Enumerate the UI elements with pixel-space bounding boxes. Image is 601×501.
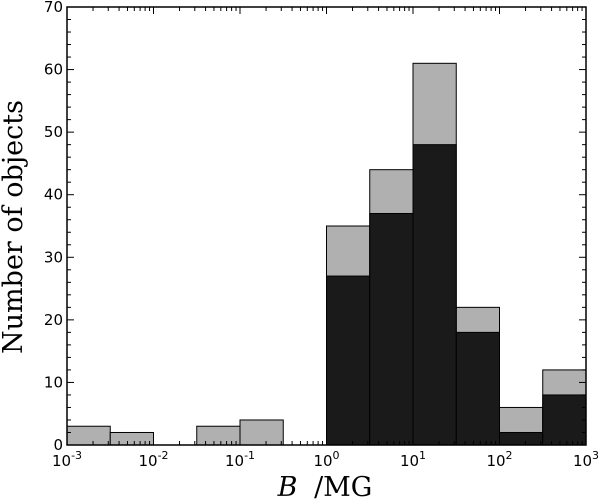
x-axis-variable: B	[277, 472, 298, 501]
y-tick-label: 30	[44, 248, 63, 266]
x-tick-label: 101	[400, 449, 426, 470]
x-axis-unit: /MG	[314, 472, 372, 501]
y-axis-title: Number of objects	[0, 100, 29, 354]
y-tick-label: 60	[44, 61, 63, 79]
bar-series1-bin8	[412, 144, 457, 446]
x-tick-label: 10-3	[52, 449, 82, 470]
x-tick-label: 103	[573, 449, 599, 470]
x-tick-label: 100	[313, 449, 339, 470]
bar-series0-bin1	[109, 431, 154, 446]
bars-group	[66, 62, 587, 446]
y-tick-label: 50	[44, 123, 63, 141]
bar-series0-bin0	[66, 425, 111, 446]
bar-series1-bin11	[542, 394, 587, 446]
y-tick-label: 70	[44, 0, 63, 16]
tick-labels-group: 0 10 20 30 40 50 60 70 10-3 10-2 10-1 100 101 102 103	[44, 0, 599, 470]
bar-series1-bin7	[369, 212, 414, 446]
y-tick-label: 20	[44, 311, 63, 329]
y-tick-label: 10	[44, 373, 63, 391]
bar-series0-bin4	[239, 419, 284, 446]
plot-frame	[66, 6, 587, 446]
bar-series1-bin9	[455, 331, 500, 446]
x-tick-label: 10-2	[138, 449, 168, 470]
x-axis-title: B /MG	[277, 472, 373, 501]
bar-series0-bin3	[196, 425, 241, 446]
y-tick-label: 40	[44, 186, 63, 204]
bar-series1-bin6	[326, 275, 371, 446]
y-tick-label: 0	[53, 436, 63, 454]
x-tick-label: 102	[486, 449, 512, 470]
bar-series1-bin10	[499, 431, 544, 446]
x-tick-label: 10-1	[225, 449, 255, 470]
